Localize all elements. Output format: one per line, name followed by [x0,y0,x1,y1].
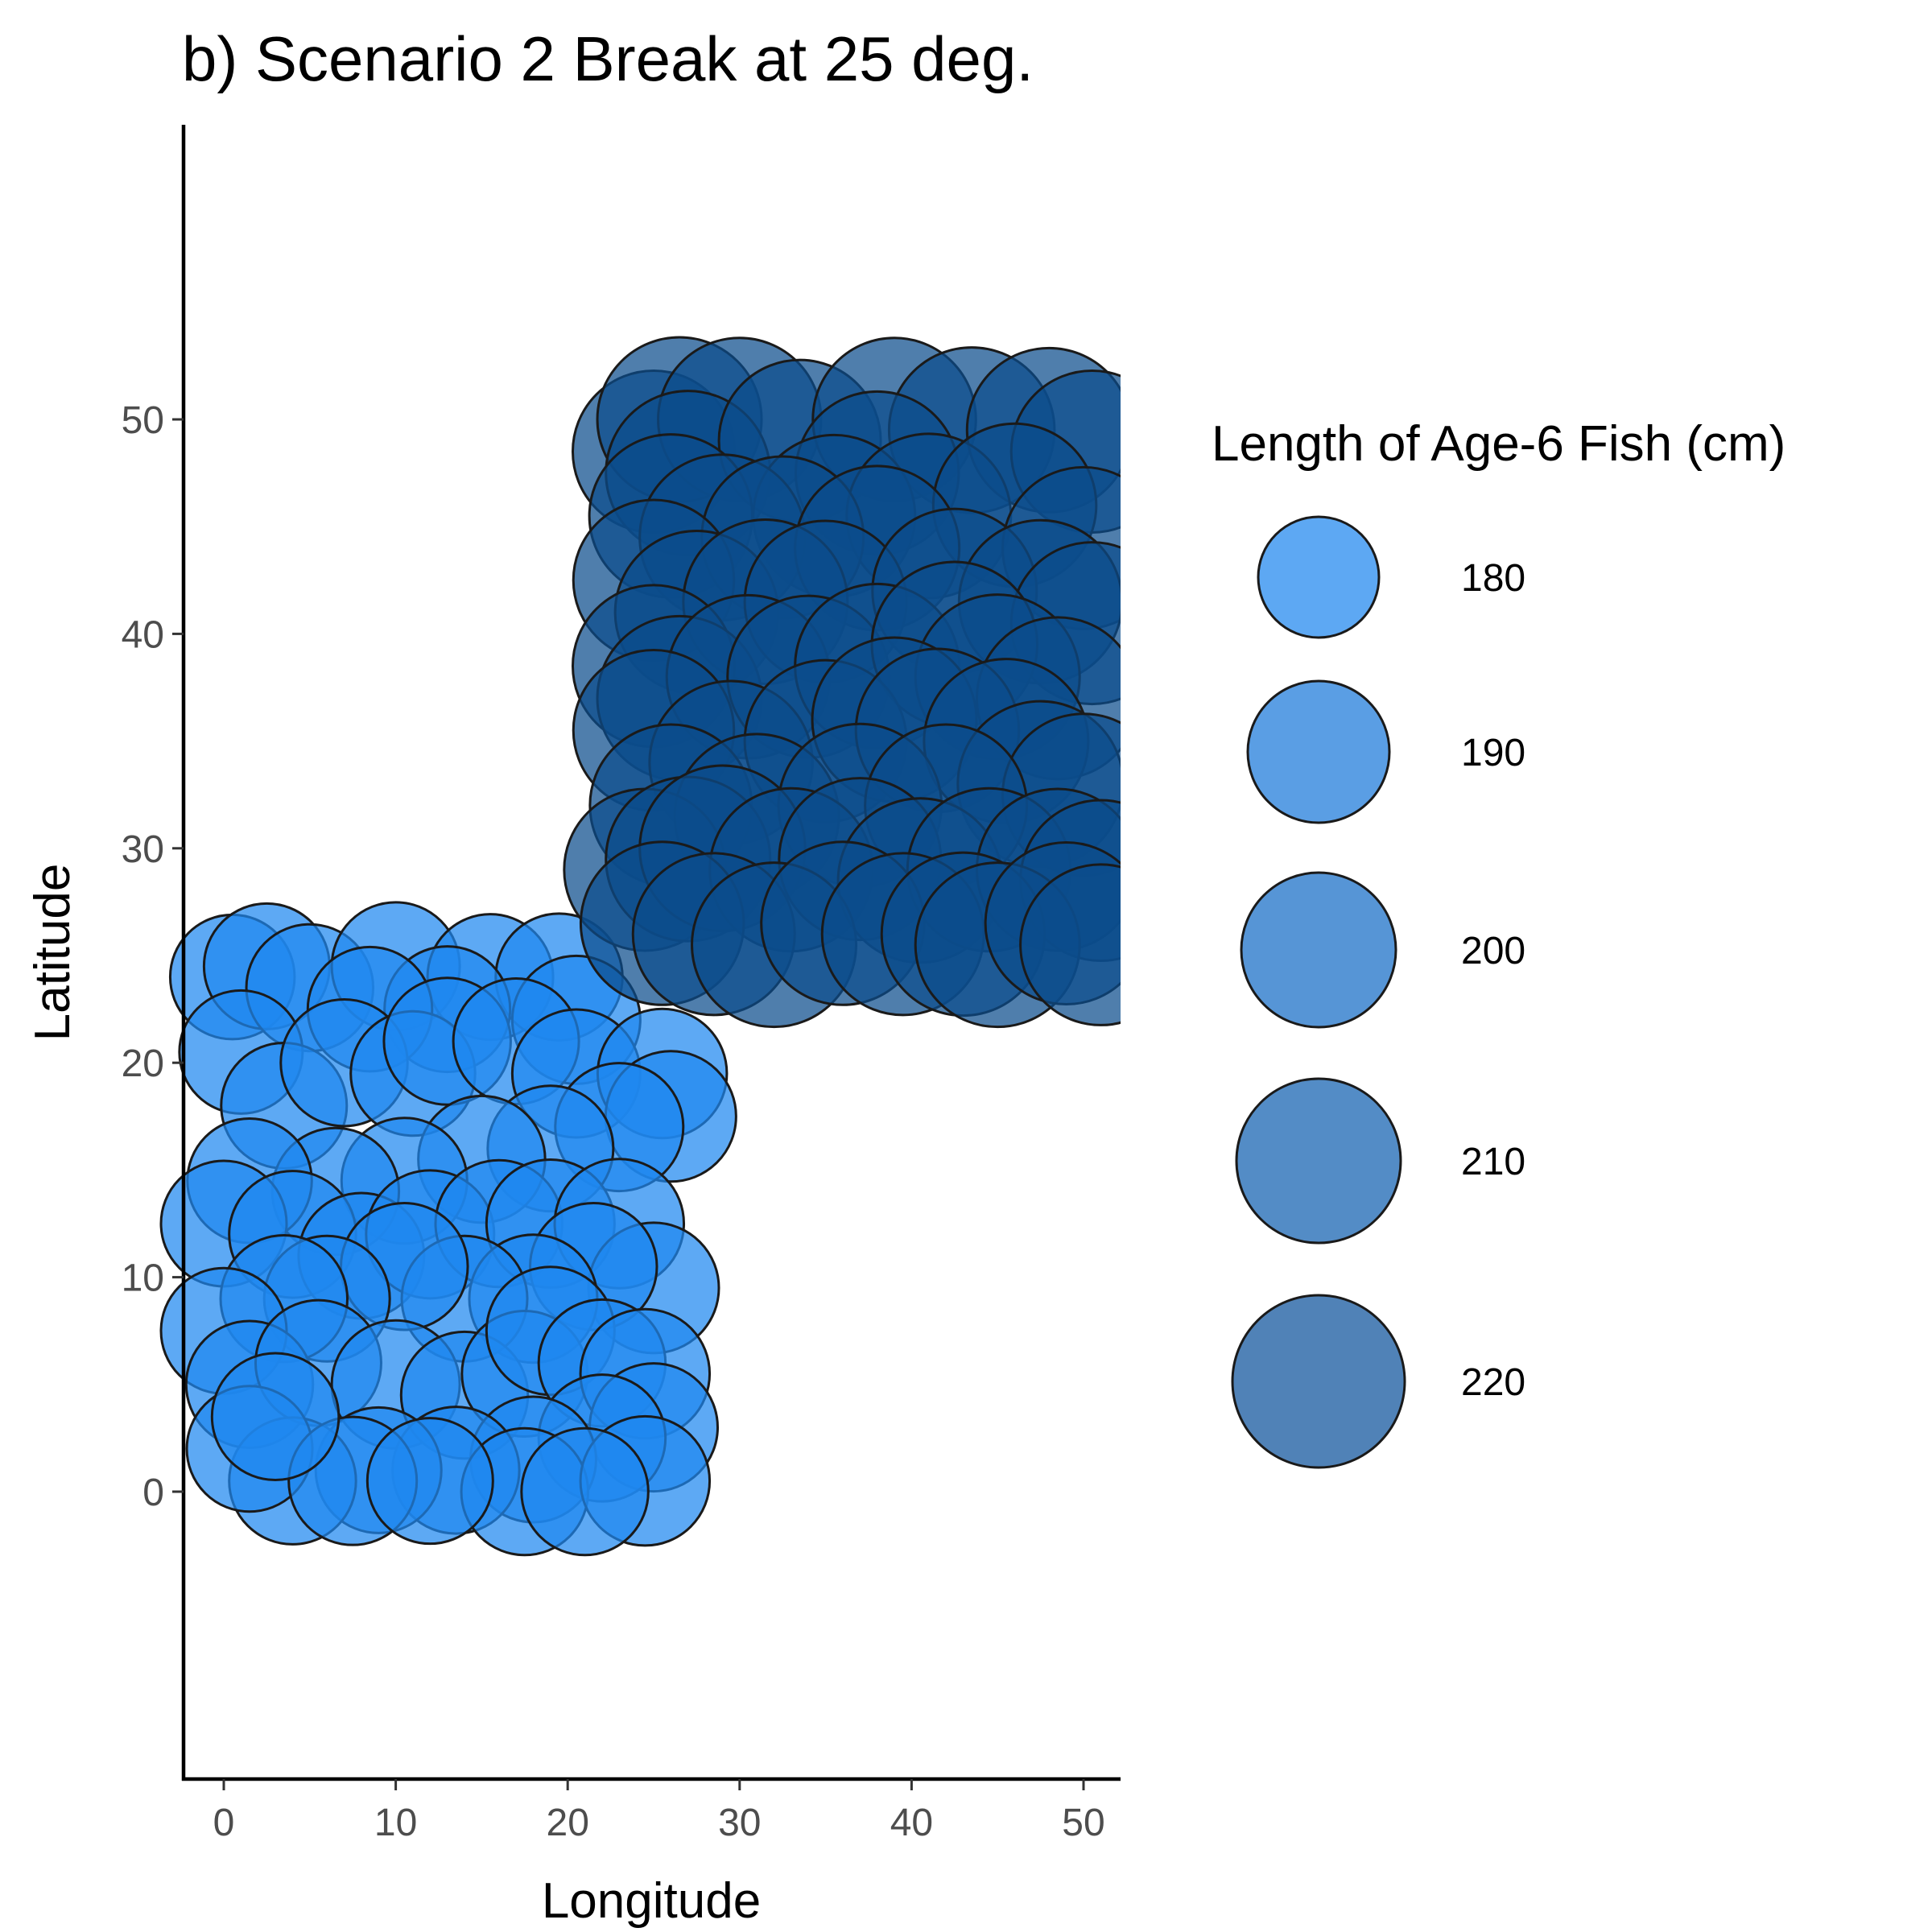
y-tick-label-40: 40 [122,613,164,656]
y-tick-label-30: 30 [122,828,164,871]
legend: Length of Age-6 Fish (cm) 180 190 200 210 22… [1212,416,1785,1469]
y-tick-label-20: 20 [122,1042,164,1085]
legend-key-200 [1240,871,1397,1029]
legend-label-190: 190 [1461,732,1525,774]
legend-items: 180 190 200 210 220 [1231,515,1525,1469]
x-axis-title: Longitude [542,1873,761,1929]
data-point-south-59 [210,1352,341,1482]
legend-key-180 [1257,515,1381,639]
chart-title: b) Scenario 2 Break at 25 deg. [182,23,1034,94]
data-point-south-57 [520,1426,650,1557]
y-axis-title: Latitude [25,864,80,1042]
legend-label-200: 200 [1461,930,1525,972]
legend-title: Length of Age-6 Fish (cm) [1212,416,1785,472]
plot-right-edge-mask [1121,113,1209,1827]
legend-key-190 [1246,679,1391,824]
legend-label-180: 180 [1461,557,1525,600]
y-tick-label-0: 0 [142,1472,164,1514]
axes [181,125,1121,1781]
data-point-south-58 [365,1417,494,1546]
legend-label-220: 220 [1461,1361,1525,1404]
x-tick-label-40: 40 [890,1802,933,1844]
y-tick-label-50: 50 [122,399,164,442]
axis-ticks: 0 10 20 30 40 50 0 10 20 30 40 50 [122,399,1105,1844]
x-tick-label-50: 50 [1062,1802,1104,1844]
legend-key-210 [1235,1077,1402,1245]
y-tick-label-10: 10 [122,1257,164,1300]
legend-label-210: 210 [1461,1141,1525,1183]
legend-key-220 [1231,1294,1406,1469]
x-tick-label-0: 0 [213,1802,235,1844]
x-tick-label-20: 20 [547,1802,589,1844]
data-points [159,336,1183,1557]
x-tick-label-10: 10 [374,1802,417,1844]
x-tick-label-30: 30 [718,1802,761,1844]
